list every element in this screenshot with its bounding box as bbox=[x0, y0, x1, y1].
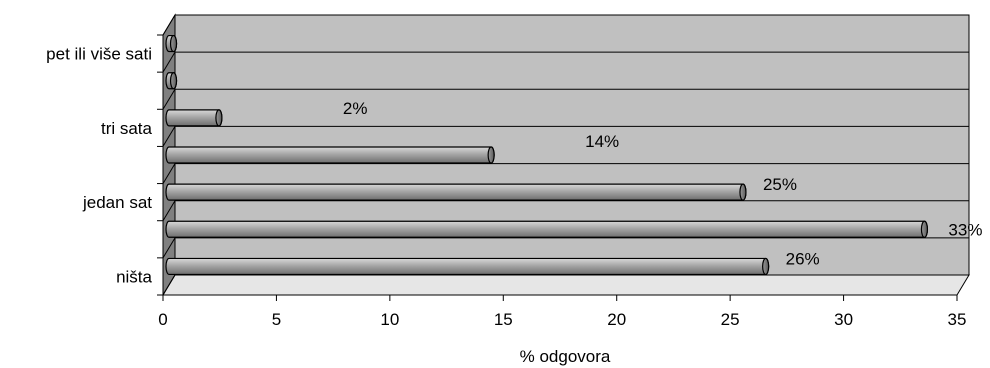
x-tick-label: 0 bbox=[158, 310, 167, 329]
data-label: 26% bbox=[786, 249, 820, 268]
bar bbox=[165, 34, 178, 53]
gridline-side bbox=[162, 51, 176, 73]
x-axis-ticks: 0 5 10 15 20 25 30 35 bbox=[158, 295, 966, 329]
x-tick-label: 25 bbox=[721, 310, 740, 329]
plot-floor bbox=[162, 274, 970, 296]
bar-end-cap bbox=[215, 109, 223, 127]
x-tick-label: 30 bbox=[834, 310, 853, 329]
data-label: 2% bbox=[343, 99, 368, 118]
data-label: 25% bbox=[763, 175, 797, 194]
bar-body bbox=[165, 257, 770, 276]
bar-series bbox=[165, 34, 929, 276]
gridline-side bbox=[162, 200, 176, 221]
category-label: jedan sat bbox=[82, 193, 152, 212]
bar-body bbox=[165, 146, 495, 164]
gridline-side bbox=[162, 14, 176, 36]
bar bbox=[165, 109, 223, 127]
x-axis-title: % odgovora bbox=[520, 347, 611, 366]
bar-end-cap bbox=[739, 183, 747, 201]
gridline-side bbox=[162, 163, 176, 184]
bar-end-cap bbox=[487, 146, 495, 164]
data-label: 33% bbox=[948, 220, 982, 239]
bar-body bbox=[165, 220, 929, 238]
x-tick-label: 35 bbox=[948, 310, 967, 329]
bar-body bbox=[165, 183, 747, 201]
x-tick-label: 15 bbox=[494, 310, 513, 329]
category-label: tri sata bbox=[101, 119, 153, 138]
bar bbox=[165, 72, 178, 90]
bar bbox=[165, 146, 495, 164]
data-labels: 26% 33% 25% 14% 2% bbox=[343, 99, 983, 269]
x-tick-label: 20 bbox=[607, 310, 626, 329]
gridline-side bbox=[162, 274, 176, 296]
bar-end-cap bbox=[920, 220, 929, 238]
category-labels: ništa jedan sat tri sata pet ili više sati bbox=[46, 45, 152, 287]
gridline-side bbox=[162, 237, 176, 259]
category-label: pet ili više sati bbox=[46, 45, 152, 64]
gridline-side bbox=[162, 126, 176, 147]
bar bbox=[165, 183, 747, 201]
x-tick-label: 5 bbox=[272, 310, 281, 329]
bar-end-cap bbox=[169, 34, 178, 53]
gridline-side bbox=[162, 89, 176, 110]
category-label: ništa bbox=[116, 267, 152, 286]
bar-end-cap bbox=[762, 257, 770, 276]
bar-body bbox=[165, 109, 223, 127]
bar bbox=[165, 220, 929, 238]
data-label: 14% bbox=[585, 132, 619, 151]
bar-end-cap bbox=[169, 72, 178, 90]
x-tick-label: 10 bbox=[380, 310, 399, 329]
bar bbox=[165, 257, 770, 276]
